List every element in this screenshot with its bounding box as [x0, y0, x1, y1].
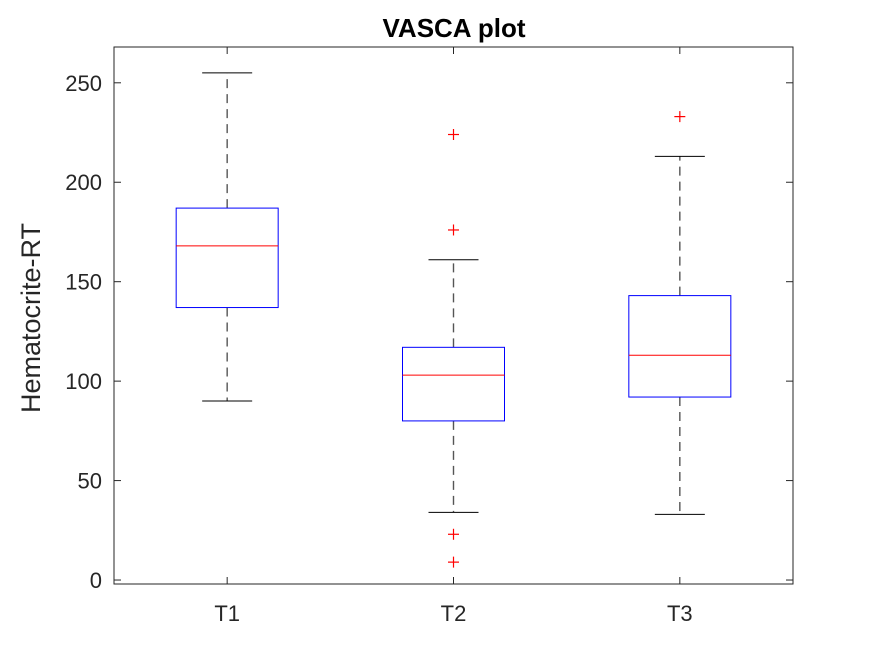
outlier-point [674, 111, 686, 123]
y-tick-label: 50 [78, 469, 102, 494]
y-tick-label: 100 [65, 369, 102, 394]
y-axis-label: Hematocrite-RT [16, 223, 46, 413]
x-tick-label: T3 [667, 601, 693, 626]
outlier-point [448, 556, 459, 568]
x-tick-label: T2 [441, 601, 467, 626]
y-tick-label: 200 [65, 170, 102, 195]
y-tick-label: 250 [65, 71, 102, 96]
outlier-point [448, 129, 459, 141]
outlier-point [448, 528, 459, 540]
iqr-box [175, 207, 279, 309]
x-tick-label: T1 [214, 601, 240, 626]
chart-title: VASCA plot [383, 13, 526, 43]
iqr-box [402, 346, 505, 422]
iqr-box [628, 295, 732, 398]
outlier-point [448, 224, 459, 236]
y-tick-label: 0 [90, 568, 102, 593]
y-tick-label: 150 [65, 270, 102, 295]
